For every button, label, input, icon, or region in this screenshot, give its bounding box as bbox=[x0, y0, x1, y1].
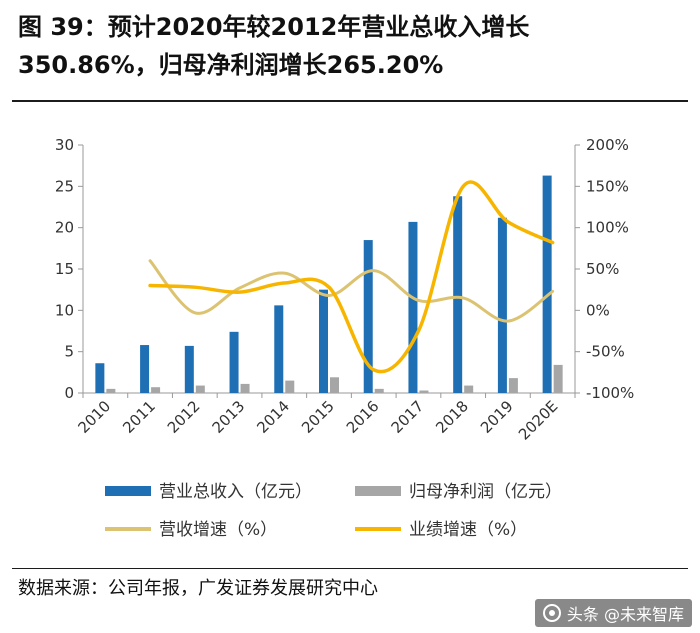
x-tick-label: 2010 bbox=[74, 397, 114, 437]
right-tick-label: 150% bbox=[586, 177, 629, 195]
right-tick-label: 50% bbox=[586, 260, 619, 278]
left-tick-label: 25 bbox=[55, 177, 74, 195]
legend-swatch-bar bbox=[355, 486, 401, 496]
legend-label: 营业总收入（亿元） bbox=[159, 482, 312, 502]
right-tick-label: -50% bbox=[586, 343, 625, 361]
x-tick-label: 2012 bbox=[164, 397, 204, 437]
net-profit-bar bbox=[330, 377, 339, 393]
figure-title: 图 39：预计2020年较2012年营业总收入增长 350.86%，归母净利润增… bbox=[18, 8, 688, 84]
x-tick-label: 2011 bbox=[119, 397, 159, 437]
revenue-bar bbox=[408, 221, 418, 393]
revenue-bar bbox=[497, 217, 507, 393]
title-divider bbox=[12, 100, 688, 102]
title-line-1: 图 39：预计2020年较2012年营业总收入增长 bbox=[18, 13, 530, 41]
revenue-bar bbox=[229, 331, 239, 393]
watermark-text: 头条 @未来智库 bbox=[566, 605, 684, 624]
left-tick-label: 5 bbox=[64, 343, 74, 361]
revenue-bar bbox=[319, 289, 328, 393]
revenue-bar bbox=[274, 305, 284, 393]
x-tick-label: 2013 bbox=[209, 397, 249, 437]
x-tick-label: 2017 bbox=[388, 397, 428, 437]
right-tick-label: -100% bbox=[586, 384, 634, 402]
source-note: 数据来源：公司年报，广发证券发展研究中心 bbox=[18, 578, 378, 599]
revenue-bar bbox=[453, 196, 463, 393]
revenue-bar bbox=[184, 345, 194, 393]
legend-label: 营收增速（%） bbox=[159, 520, 277, 540]
net-profit-bar bbox=[240, 383, 250, 393]
x-tick-label: 2014 bbox=[253, 397, 293, 437]
revenue-bar bbox=[363, 240, 373, 393]
net-profit-bar bbox=[464, 385, 474, 393]
x-tick-label: 2020E bbox=[515, 397, 561, 443]
net-profit-bar bbox=[553, 364, 563, 393]
title-line-2: 350.86%，归母净利润增长265.20% bbox=[18, 51, 444, 79]
left-tick-label: 20 bbox=[55, 219, 74, 237]
legend-label: 业绩增速（%） bbox=[409, 520, 527, 540]
left-tick-label: 30 bbox=[55, 136, 74, 154]
left-tick-label: 15 bbox=[55, 260, 74, 278]
net-profit-bar bbox=[285, 380, 295, 393]
revenue-bar bbox=[542, 175, 552, 393]
net-profit-bar bbox=[419, 390, 429, 393]
left-tick-label: 10 bbox=[55, 301, 74, 319]
right-tick-label: 100% bbox=[586, 219, 629, 237]
watermark-logo-icon bbox=[542, 604, 561, 622]
left-tick-label: 0 bbox=[64, 384, 74, 402]
net-profit-bar bbox=[195, 385, 205, 393]
net-profit-bar bbox=[508, 378, 518, 393]
watermark: 头条 @未来智库 bbox=[534, 599, 692, 627]
revenue-bar bbox=[95, 363, 105, 393]
legend-label: 归母净利润（亿元） bbox=[409, 482, 562, 502]
right-tick-label: 0% bbox=[586, 301, 610, 319]
x-tick-label: 2019 bbox=[477, 397, 517, 437]
net-profit-bar bbox=[106, 388, 116, 393]
profit-growth-line bbox=[148, 180, 555, 374]
revenue-growth-line bbox=[148, 259, 555, 323]
net-profit-bar bbox=[151, 387, 161, 393]
revenue-bar bbox=[140, 345, 150, 393]
net-profit-bar bbox=[374, 388, 384, 393]
x-tick-label: 2015 bbox=[298, 397, 338, 437]
x-tick-label: 2018 bbox=[432, 397, 472, 437]
right-tick-label: 200% bbox=[586, 136, 629, 154]
source-divider bbox=[12, 568, 688, 569]
legend-swatch-bar bbox=[105, 486, 151, 496]
x-tick-label: 2016 bbox=[343, 397, 383, 437]
